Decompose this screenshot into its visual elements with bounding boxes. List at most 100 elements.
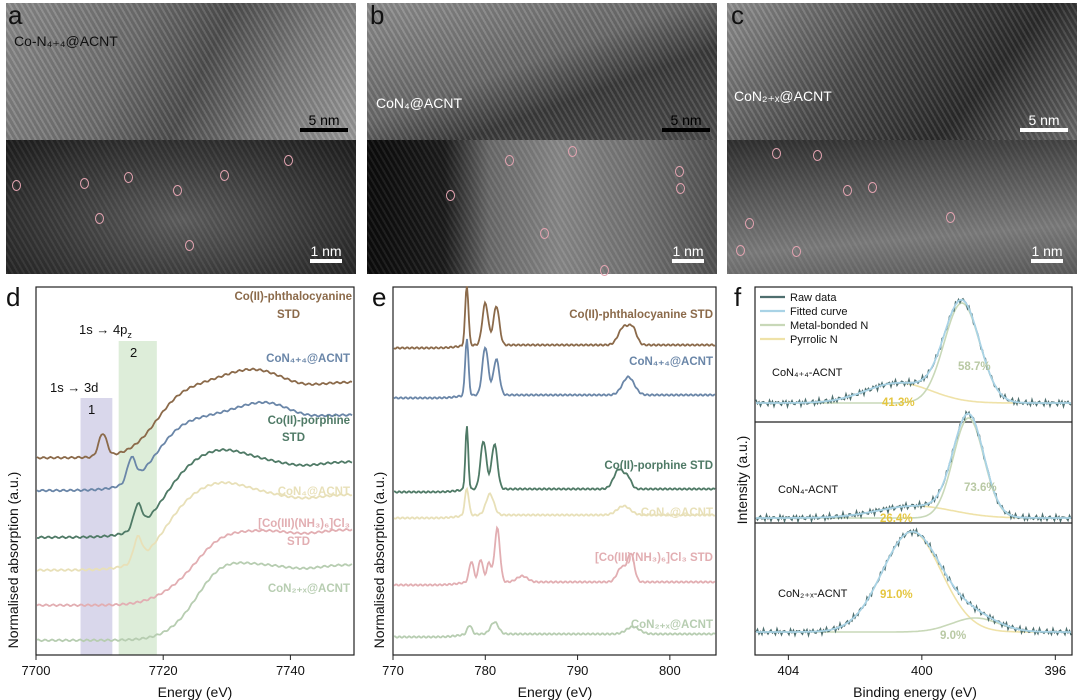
pyrrolic-pct: 26.4%: [880, 513, 913, 525]
chart-e-x-tick-label: 790: [567, 663, 589, 678]
series-label-e: CoN₄@ACNT: [641, 507, 713, 519]
subscript-z: z: [127, 330, 132, 340]
atom-marker: [12, 180, 21, 191]
scale-bar-c-top: 5 nm: [1018, 112, 1070, 132]
chart-d-x-tick-label: 7740: [276, 663, 305, 678]
metal-pct: 9.0%: [940, 630, 966, 642]
atom-marker: [676, 183, 685, 194]
atom-marker: [772, 148, 781, 159]
tem-image-b-top: [367, 3, 717, 140]
pre-edge-region-2: [118, 341, 157, 655]
tem-image-a-bottom: [6, 140, 356, 274]
chart-e-frame: [392, 286, 717, 656]
series-label-e: CoN₂₊ₓ@ACNT: [631, 619, 713, 631]
atom-marker: [540, 228, 549, 239]
pyrrolic-n-curve: [756, 531, 1071, 633]
atom-marker: [600, 265, 609, 276]
xanes-series: [36, 448, 353, 540]
tem-image-c-bottom: [727, 140, 1077, 274]
xanes-series: [36, 528, 353, 608]
atom-marker: [284, 155, 293, 166]
atom-marker: [80, 178, 89, 189]
atom-marker: [568, 146, 577, 157]
panel-letter-b: b: [370, 0, 385, 30]
fitted-curve: [756, 412, 1071, 519]
panel-letter-f: f: [734, 282, 742, 312]
atom-marker: [736, 245, 745, 256]
sample-label: CoN₂₊ₓ-ACNT: [778, 588, 848, 600]
atom-marker: [95, 213, 104, 224]
tem-image-b-bottom: [367, 140, 717, 274]
panel-letter-d: d: [6, 282, 21, 312]
atom-marker: [220, 170, 229, 181]
legend-item: Raw data: [790, 292, 837, 304]
scale-bar-b-bottom: 1 nm: [665, 243, 711, 263]
atom-marker: [843, 185, 852, 196]
series-label-d: CoN₄₊₄@ACNT: [266, 353, 350, 365]
series-label-e: CoN₄₊₄@ACNT: [629, 356, 713, 368]
tem-label-a: Co-N₄₊₄@ACNT: [14, 33, 118, 49]
scale-bar-a-bottom: 1 nm: [303, 243, 349, 263]
series-label-d: CoN₄@ACNT: [278, 486, 350, 498]
fitted-curve: [756, 298, 1071, 404]
scale-label: 1 nm: [1031, 243, 1063, 259]
series-label-e: Co(II)-phthalocyanine STD: [569, 309, 713, 321]
panel-letter-e: e: [372, 282, 387, 312]
series-label-e: [Co(III)(NH₃)₆]Cl₃ STD: [595, 552, 713, 564]
chart-d-xlabel: Energy (eV): [158, 684, 233, 700]
atom-marker: [173, 185, 182, 196]
chart-f-x-tick-label: 396: [1044, 663, 1066, 678]
atom-marker: [505, 155, 514, 166]
l-edge-series: [393, 525, 716, 587]
series-label-d: STD: [287, 536, 310, 548]
chart-e-x-tick-label: 800: [659, 663, 681, 678]
fitted-curve: [756, 530, 1071, 633]
metal-pct: 73.6%: [964, 482, 997, 494]
chart-d-frame: [35, 286, 355, 656]
series-label-d: [Co(III)(NH₃)₆]Cl₃: [258, 518, 350, 530]
atom-marker: [792, 246, 801, 257]
scale-label: 5 nm: [670, 112, 702, 128]
scale-label: 1 nm: [672, 243, 704, 259]
chart-f-x-tick-label: 400: [911, 663, 933, 678]
annotation-box-2: 2: [130, 345, 137, 360]
metal-pct: 58.7%: [958, 361, 991, 373]
atom-marker: [446, 190, 455, 201]
l-edge-series: [393, 486, 716, 520]
xanes-series: [36, 367, 353, 460]
scale-label: 5 nm: [1028, 112, 1060, 128]
metal-bonded-n-curve: [756, 417, 1071, 519]
atom-marker: [675, 166, 684, 177]
series-label-d: Co(II)-porphine: [268, 415, 350, 427]
series-label-e: Co(II)-porphine STD: [604, 460, 713, 472]
chart-e-ylabel: Normalised absorption (a.u.): [371, 472, 387, 649]
scale-label: 5 nm: [308, 112, 340, 128]
series-label-d: CoN₂₊ₓ@ACNT: [268, 583, 350, 595]
chart-e-xlabel: Energy (eV): [518, 684, 593, 700]
panel-letter-a: a: [8, 0, 23, 30]
annotation-box-1: 1: [88, 402, 95, 417]
legend-item: Fitted curve: [790, 306, 847, 318]
pyrrolic-pct: 91.0%: [880, 589, 913, 601]
chart-f-frame: [754, 286, 1073, 656]
chart-f-ylabel: Intensity (a.u.): [734, 436, 750, 525]
l-edge-series: [393, 426, 716, 494]
atom-marker: [813, 150, 822, 161]
series-label-d: STD: [282, 432, 305, 444]
l-edge-series: [393, 286, 716, 350]
annotation-1s-4pz: 1s → 4pz: [79, 322, 132, 340]
tem-image-c-top: [727, 3, 1077, 140]
xanes-series: [36, 561, 353, 643]
pre-edge-region-1: [80, 398, 113, 655]
sample-label: CoN₄-ACNT: [778, 484, 838, 496]
atom-marker: [185, 240, 194, 251]
sample-label: CoN₄₊₄-ACNT: [772, 367, 843, 379]
chart-d-x-tick-label: 7700: [22, 663, 51, 678]
xanes-series: [36, 480, 353, 572]
chart-e-x-tick-label: 780: [474, 663, 496, 678]
atom-marker: [124, 172, 133, 183]
atom-marker: [745, 218, 754, 229]
scale-bar-c-bottom: 1 nm: [1024, 243, 1070, 263]
l-edge-series: [393, 621, 716, 639]
scale-label: 1 nm: [310, 243, 342, 259]
